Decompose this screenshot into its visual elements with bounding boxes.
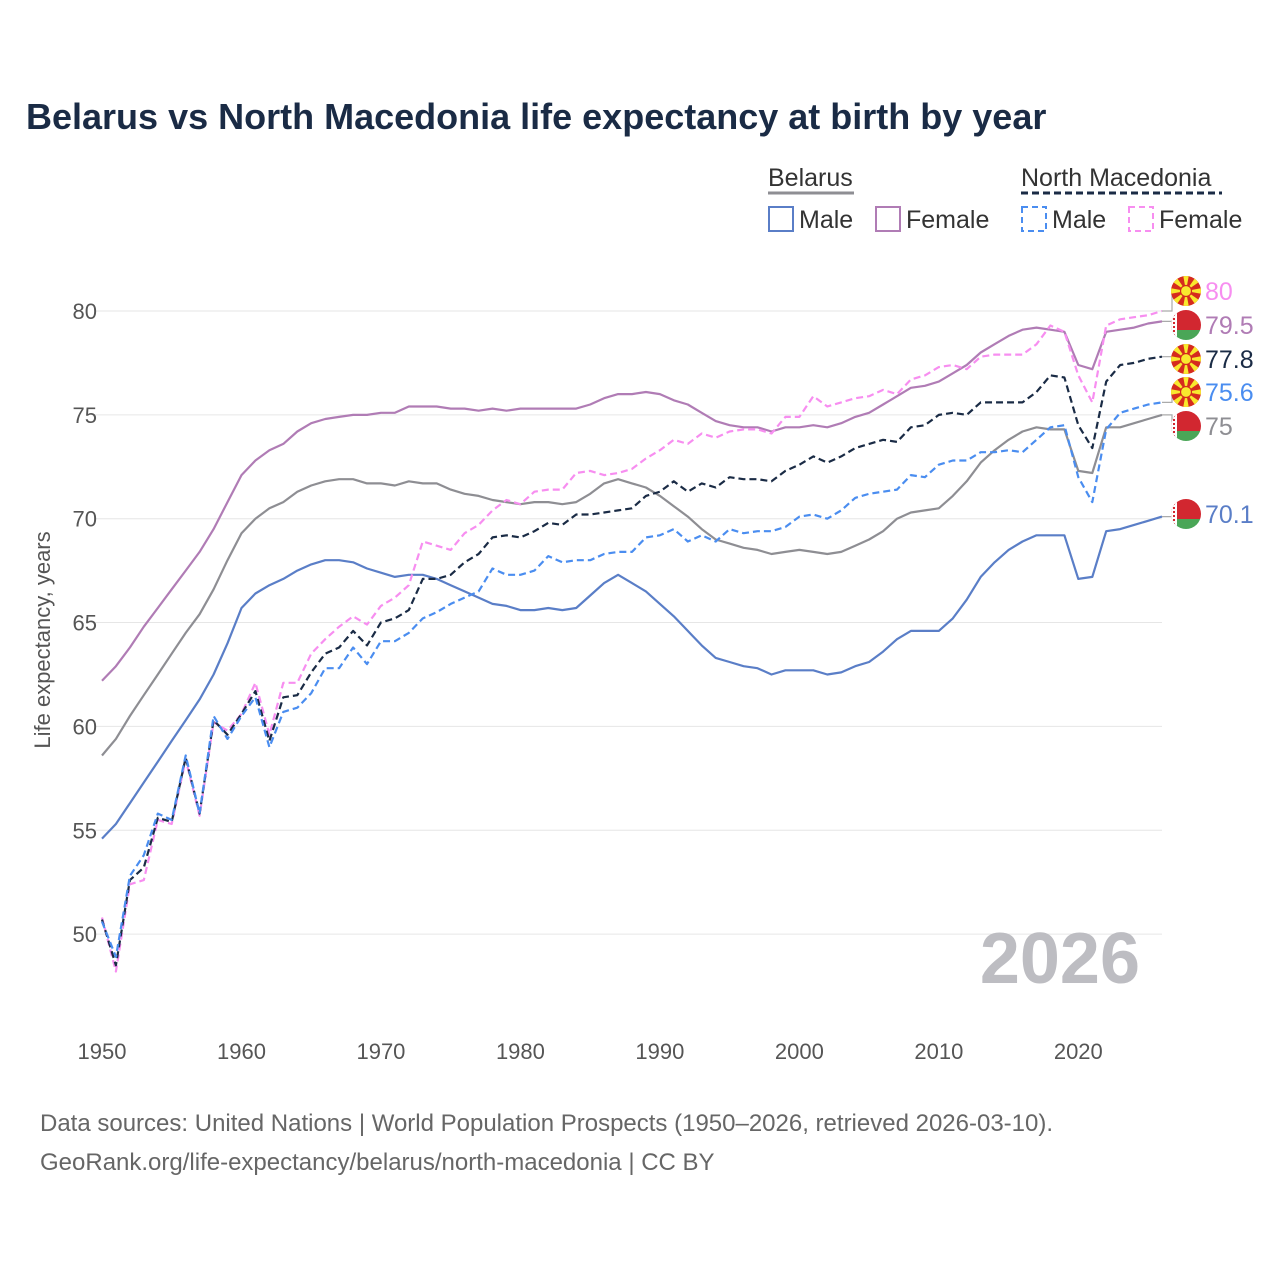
- series-line-belarus-total: [101, 413, 1163, 757]
- legend-belarus-female-label: Female: [906, 206, 989, 234]
- grid: [95, 310, 1162, 935]
- series-line-belarus-female: [101, 320, 1163, 682]
- y-tick-label: 55: [73, 818, 97, 843]
- y-tick-label: 80: [73, 299, 97, 324]
- belarus-flag-icon: [1171, 499, 1201, 529]
- series-line-nm-total: [100, 355, 1163, 967]
- x-tick-label: 1950: [78, 1039, 127, 1064]
- series-line-belarus-male: [101, 515, 1163, 840]
- x-tick-label: 2000: [775, 1039, 824, 1064]
- north-macedonia-flag-icon: [1171, 344, 1201, 374]
- x-tick-label: 1990: [635, 1039, 684, 1064]
- x-tick-label: 1970: [356, 1039, 405, 1064]
- y-tick-label: 65: [73, 611, 97, 636]
- legend-group-belarus: Belarus: [768, 164, 853, 192]
- legend-belarus-male-swatch[interactable]: [768, 206, 794, 232]
- end-label-nm-female: 80: [1205, 278, 1233, 306]
- north-macedonia-flag-icon: [1171, 276, 1201, 306]
- legend-belarus-male-label: Male: [799, 206, 853, 234]
- chart-title: Belarus vs North Macedonia life expectan…: [26, 96, 1046, 137]
- x-tick-label: 2010: [914, 1039, 963, 1064]
- y-axis: 50 55 60 65 70 75 80: [73, 299, 97, 947]
- end-label-nm-total: 77.8: [1205, 346, 1254, 374]
- belarus-flag-icon: [1171, 310, 1201, 340]
- end-labels: 80 79.5 77.8 75.6 75 70.1: [1162, 276, 1254, 529]
- end-label-belarus-male: 70.1: [1205, 501, 1254, 529]
- belarus-flag-icon: [1171, 411, 1201, 441]
- series-lines: [100, 309, 1163, 973]
- year-watermark: 2026: [980, 919, 1140, 999]
- credit-line: GeoRank.org/life-expectancy/belarus/nort…: [40, 1149, 715, 1176]
- x-axis: 1950 1960 1970 1980 1990 2000 2010 2020: [78, 1039, 1103, 1064]
- legend-group-north-macedonia: North Macedonia: [1021, 164, 1211, 192]
- x-tick-label: 1980: [496, 1039, 545, 1064]
- legend: Belarus Male Female North Macedonia Male…: [768, 164, 1242, 234]
- source-line: Data sources: United Nations | World Pop…: [40, 1110, 1053, 1137]
- legend-nm-male-swatch[interactable]: [1021, 206, 1047, 232]
- y-tick-label: 70: [73, 507, 97, 532]
- x-tick-label: 2020: [1054, 1039, 1103, 1064]
- series-line-nm-male: [100, 401, 1163, 959]
- y-axis-label: Life expectancy, years: [30, 531, 55, 748]
- end-label-belarus-total: 75: [1205, 413, 1233, 441]
- y-tick-label: 50: [73, 922, 97, 947]
- y-tick-label: 60: [73, 714, 97, 739]
- series-line-nm-female: [100, 309, 1163, 973]
- y-tick-label: 75: [73, 403, 97, 428]
- end-label-belarus-female: 79.5: [1205, 312, 1254, 340]
- x-tick-label: 1960: [217, 1039, 266, 1064]
- legend-nm-female-swatch[interactable]: [1128, 206, 1154, 232]
- end-label-nm-male: 75.6: [1205, 379, 1254, 407]
- legend-nm-female-label: Female: [1159, 206, 1242, 234]
- legend-belarus-female-swatch[interactable]: [875, 206, 901, 232]
- north-macedonia-flag-icon: [1171, 377, 1201, 407]
- legend-nm-male-label: Male: [1052, 206, 1106, 234]
